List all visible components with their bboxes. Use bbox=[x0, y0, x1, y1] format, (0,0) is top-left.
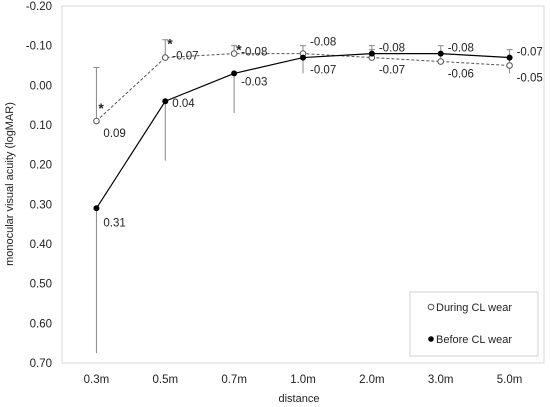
marker-during bbox=[506, 62, 513, 69]
marker-during bbox=[161, 54, 169, 61]
y-tick-label: 0.70 bbox=[30, 358, 52, 370]
data-label-before: 0.31 bbox=[103, 217, 125, 229]
marker-during bbox=[230, 50, 238, 57]
plot-area-border bbox=[61, 5, 545, 364]
x-tick-label: 0.3m bbox=[84, 374, 110, 386]
x-tick-label: 2.0m bbox=[359, 374, 385, 386]
y-tick-label: -0.10 bbox=[26, 41, 52, 53]
y-tick-label: 0.60 bbox=[30, 318, 52, 330]
data-label-during: -0.08 bbox=[310, 37, 336, 49]
marker-during bbox=[437, 58, 445, 65]
legend-marker-before bbox=[428, 336, 434, 342]
data-label-before: -0.07 bbox=[310, 65, 336, 77]
legend-marker-during bbox=[427, 303, 435, 311]
data-label-before: -0.03 bbox=[241, 76, 267, 88]
legend-label-during: During CL wear bbox=[436, 302, 512, 314]
marker-before bbox=[93, 205, 100, 212]
y-tick-label: 0.40 bbox=[30, 239, 52, 251]
data-label-before: -0.08 bbox=[379, 43, 405, 55]
marker-before bbox=[162, 98, 169, 105]
marker-during bbox=[93, 117, 100, 125]
y-axis-title: monocular visual acuity (logMAR) bbox=[4, 102, 16, 266]
y-tick-label: -0.20 bbox=[26, 1, 52, 13]
x-tick-label: 0.5m bbox=[152, 374, 178, 386]
significance-star: * bbox=[236, 42, 242, 58]
x-tick-label: 5.0m bbox=[497, 374, 523, 386]
significance-star: * bbox=[167, 36, 173, 52]
y-tick-label: 0.10 bbox=[30, 120, 52, 132]
marker-before bbox=[300, 54, 306, 61]
data-label-before: -0.08 bbox=[448, 43, 474, 55]
legend-label-before: Before CL wear bbox=[436, 334, 512, 346]
x-axis-title: distance bbox=[279, 393, 320, 405]
data-label-before: 0.04 bbox=[172, 98, 195, 110]
y-tick-label: 0.50 bbox=[30, 279, 52, 291]
marker-before bbox=[368, 50, 375, 57]
x-tick-label: 0.7m bbox=[221, 374, 247, 386]
y-tick-label: 0.00 bbox=[30, 80, 52, 92]
significance-star: * bbox=[98, 100, 104, 116]
marker-before bbox=[437, 50, 444, 57]
data-label-during: -0.05 bbox=[517, 73, 543, 85]
data-label-during: -0.07 bbox=[379, 65, 405, 77]
significance-marks: * * * bbox=[98, 36, 242, 116]
legend: During CL wear Before CL wear bbox=[409, 291, 539, 357]
data-label-during: 0.09 bbox=[103, 128, 125, 140]
data-markers bbox=[93, 50, 513, 212]
data-label-during: -0.06 bbox=[448, 69, 474, 81]
y-tick-label: 0.20 bbox=[30, 160, 52, 172]
marker-before bbox=[231, 70, 238, 77]
x-tick-label: 3.0m bbox=[428, 374, 454, 386]
x-axis: 0.3m 0.5m 0.7m 1.0m 2.0m 3.0m 5.0m bbox=[84, 374, 523, 386]
x-tick-label: 1.0m bbox=[290, 374, 316, 386]
data-labels: 0.09 -0.07 -0.08 -0.08 -0.07 -0.06 -0.05 0.31 0.… bbox=[103, 37, 542, 230]
data-label-during: -0.08 bbox=[241, 47, 267, 59]
data-label-before: -0.07 bbox=[517, 47, 543, 59]
legend-box bbox=[409, 291, 539, 357]
data-label-during: -0.07 bbox=[172, 51, 198, 63]
y-axis: -0.20 -0.10 0.00 0.10 0.20 0.30 0.40 0.50 0.60 0.… bbox=[26, 1, 52, 370]
marker-before bbox=[506, 54, 513, 61]
y-tick-label: 0.30 bbox=[30, 199, 52, 211]
